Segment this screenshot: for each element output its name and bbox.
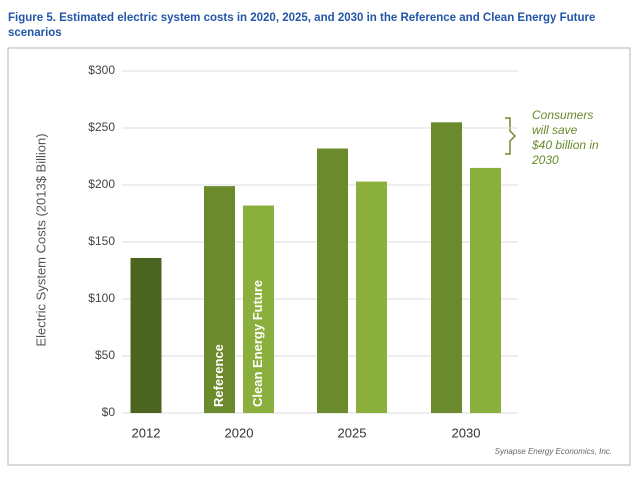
bar (317, 148, 348, 413)
annotation: Consumers will save $40 billion in 2030 (531, 108, 599, 167)
y-tick-label: $100 (88, 291, 115, 305)
y-axis-label: Electric System Costs (2013$ Billion) (33, 133, 48, 346)
y-tick-label: $150 (88, 234, 115, 248)
bar (130, 257, 162, 413)
annotation-line: will save (532, 123, 578, 137)
y-tick-label: $50 (95, 348, 115, 362)
x-tick-label: 2012 (132, 425, 161, 440)
x-tick-label: 2020 (225, 425, 254, 440)
bar (356, 181, 387, 413)
y-tick-label: $200 (88, 177, 115, 191)
title-line: scenarios (8, 27, 62, 39)
annotation-line: $40 billion in (531, 138, 599, 152)
y-tick-label: $300 (88, 63, 115, 77)
bar (204, 186, 235, 413)
annotation-line: Consumers (532, 108, 593, 122)
title-line: Figure 5. Estimated electric system cost… (8, 12, 595, 24)
y-tick-label: $0 (102, 405, 116, 419)
bar (431, 122, 462, 414)
bar (243, 205, 274, 413)
annotation-line: 2030 (531, 153, 559, 167)
x-tick-label: 2030 (452, 425, 481, 440)
x-tick-label: 2025 (338, 425, 367, 440)
annotation-brace (505, 117, 517, 155)
legend-label: Reference (211, 344, 226, 407)
chart-title: Figure 5. Estimated electric system cost… (8, 12, 595, 39)
legend-label: Clean Energy Future (250, 280, 265, 407)
y-tick-label: $250 (88, 120, 115, 134)
bar (470, 167, 501, 413)
chart-frame (7, 47, 631, 466)
source-note: Synapse Energy Economics, Inc. (495, 447, 612, 456)
